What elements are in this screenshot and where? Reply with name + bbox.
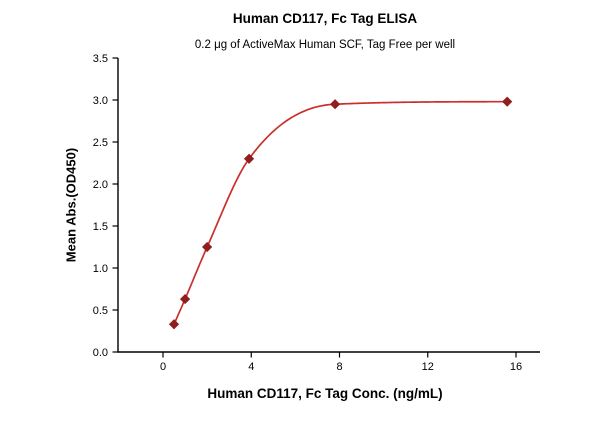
data-point	[243, 153, 255, 164]
y-tick-label: 0.5	[93, 305, 108, 317]
y-tick-label: 0.0	[93, 347, 108, 359]
x-axis-label: Human CD117, Fc Tag Conc. (ng/mL)	[207, 386, 443, 401]
y-tick-label: 2.0	[93, 179, 108, 191]
x-tick-label: 8	[336, 361, 342, 373]
y-tick-label: 1.0	[93, 263, 108, 275]
data-point	[502, 96, 513, 107]
data-point	[179, 293, 191, 305]
x-tick-label: 12	[422, 361, 434, 373]
x-tick-label: 4	[248, 361, 254, 373]
y-tick-label: 3.5	[93, 53, 108, 65]
data-point	[202, 241, 213, 253]
y-tick-label: 2.5	[93, 137, 108, 149]
x-tick-label: 0	[160, 361, 166, 373]
y-tick-label: 1.5	[93, 221, 108, 233]
fit-curve	[173, 100, 509, 326]
x-tick-label: 16	[510, 361, 522, 373]
data-point	[329, 99, 341, 110]
chart-subtitle: 0.2 μg of ActiveMax Human SCF, Tag Free …	[194, 39, 456, 51]
data-point	[168, 319, 180, 330]
y-tick-label: 3.0	[93, 95, 108, 107]
chart-title: Human CD117, Fc Tag ELISA	[232, 11, 418, 26]
